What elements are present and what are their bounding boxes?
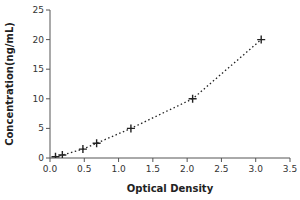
y-tick [46, 10, 50, 11]
y-tick-label: 10 [33, 94, 45, 104]
y-tick-label: 20 [33, 35, 45, 45]
y-axis-label: Concentration(ng/mL) [4, 22, 15, 146]
y-tick [46, 98, 50, 99]
marker [51, 153, 59, 158]
line [55, 40, 261, 157]
x-tick [118, 158, 119, 162]
marker [93, 139, 101, 147]
x-axis-line [50, 158, 290, 159]
chart-container: 0.0 0.5 1.0 1.5 2.0 2.5 3.0 3.5 0 5 10 15 20 25 Optica… [0, 0, 300, 200]
x-tick [221, 158, 222, 162]
y-tick [46, 158, 50, 159]
x-tick [50, 158, 51, 162]
x-tick-label: 1.5 [146, 164, 160, 174]
marker [257, 36, 265, 44]
x-tick-label: 3.5 [283, 164, 297, 174]
y-axis-line [50, 10, 51, 158]
y-tick-label: 15 [33, 64, 44, 74]
plot-area [51, 36, 265, 158]
x-tick [290, 158, 291, 162]
x-tick [187, 158, 188, 162]
axes: 0.0 0.5 1.0 1.5 2.0 2.5 3.0 3.5 0 5 10 15 20 25 [33, 5, 298, 174]
x-tick [84, 158, 85, 162]
x-tick-label: 0.5 [77, 164, 91, 174]
y-tick-label: 25 [33, 5, 44, 15]
x-tick-label: 2.0 [180, 164, 195, 174]
x-tick-label: 0.0 [43, 164, 58, 174]
y-tick [46, 128, 50, 129]
x-axis-label: Optical Density [127, 183, 214, 194]
y-tick [46, 39, 50, 40]
marker [79, 145, 87, 153]
x-tick [255, 158, 256, 162]
marker [127, 124, 135, 132]
x-tick-label: 2.5 [214, 164, 228, 174]
x-tick [152, 158, 153, 162]
x-tick-label: 3.0 [249, 164, 264, 174]
x-tick-label: 1.0 [111, 164, 126, 174]
marker [58, 151, 66, 158]
y-tick [46, 69, 50, 70]
chart: 0.0 0.5 1.0 1.5 2.0 2.5 3.0 3.5 0 5 10 15 20 25 Optica… [0, 0, 300, 200]
marker [189, 95, 197, 103]
y-tick-label: 5 [38, 123, 44, 133]
y-tick-label: 0 [38, 153, 44, 163]
